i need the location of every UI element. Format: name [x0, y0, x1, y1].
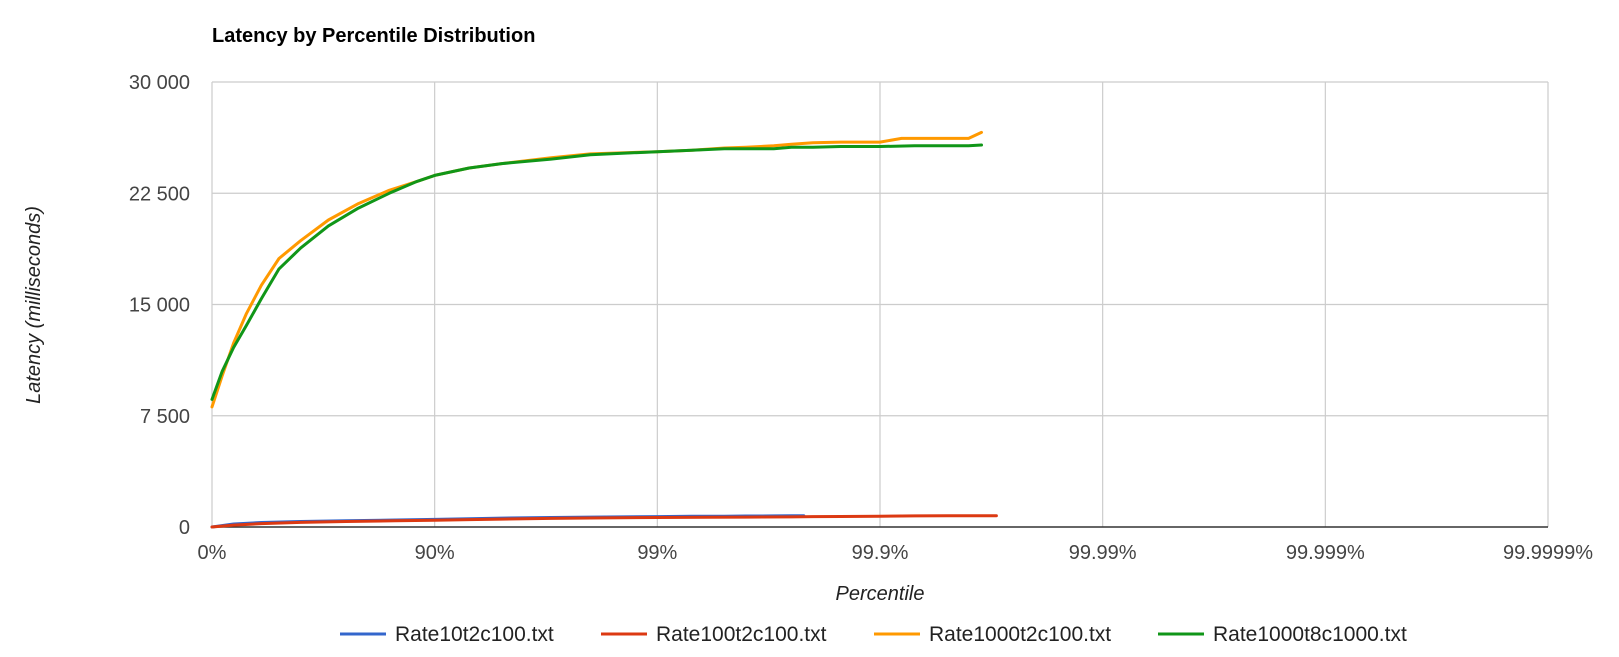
x-tick-label: 99.99%: [1069, 542, 1137, 564]
y-axis-title: Latency (milliseconds): [23, 206, 45, 404]
y-tick-label: 30 000: [129, 72, 190, 94]
series-line-3: [210, 130, 983, 409]
legend-label-3: Rate1000t2c100.txt: [929, 623, 1111, 646]
series-line-2: [210, 514, 998, 529]
legend: Rate10t2c100.txt Rate100t2c100.txt Rate100…: [340, 623, 1407, 646]
x-tick-label: 99.9999%: [1503, 542, 1593, 564]
legend-label-1: Rate10t2c100.txt: [395, 623, 554, 646]
x-tick-label: 99.9%: [852, 542, 909, 564]
legend-label-4: Rate1000t8c1000.txt: [1213, 623, 1407, 646]
x-axis-title: Percentile: [836, 583, 925, 605]
series-lines: [210, 130, 998, 529]
y-tick-labels: 0 7 500 15 000 22 500 30 000: [129, 72, 190, 539]
x-tick-label: 90%: [415, 542, 455, 564]
y-tick-label: 22 500: [129, 183, 190, 205]
grid-lines: [211, 81, 1549, 528]
x-tick-label: 0%: [198, 542, 227, 564]
x-tick-labels: 0% 90% 99% 99.9% 99.99% 99.999% 99.9999%: [198, 542, 1594, 564]
y-tick-label: 0: [179, 517, 190, 539]
legend-label-2: Rate100t2c100.txt: [656, 623, 827, 646]
chart-title: Latency by Percentile Distribution: [212, 25, 535, 47]
x-tick-label: 99.999%: [1286, 542, 1365, 564]
series-line-4: [210, 143, 983, 401]
x-tick-label: 99%: [637, 542, 677, 564]
y-tick-label: 7 500: [140, 406, 190, 428]
y-tick-label: 15 000: [129, 295, 190, 317]
